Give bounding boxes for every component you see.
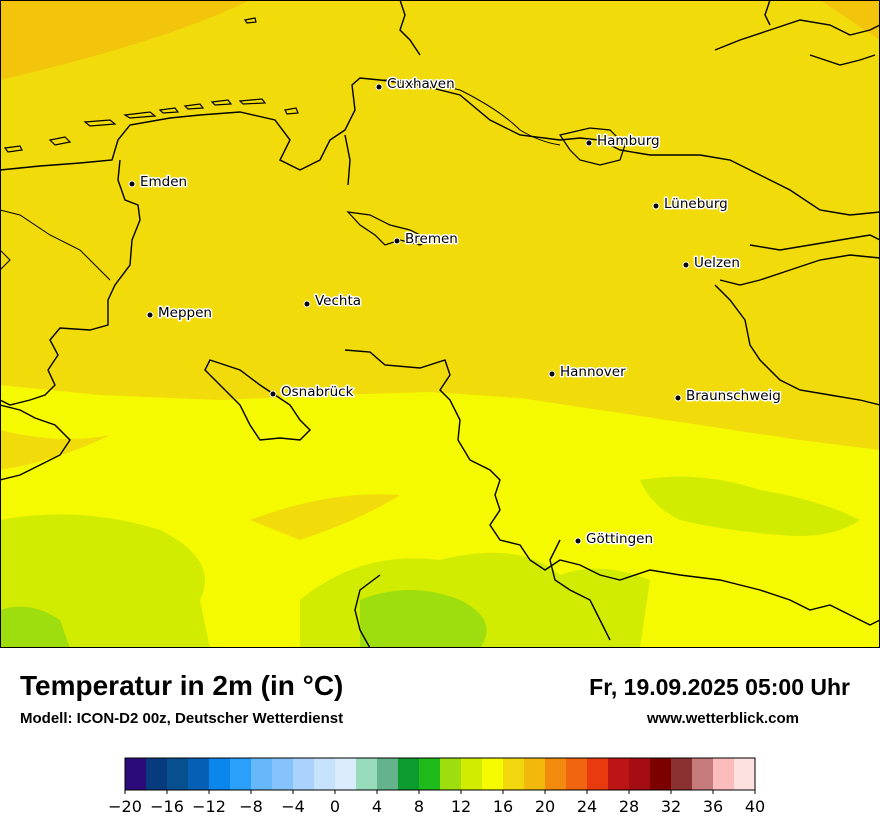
svg-text:Vechta: Vechta (315, 293, 361, 309)
city-bremen: Bremen (393, 230, 459, 249)
city-vechta: Vechta (303, 292, 363, 311)
svg-text:Cuxhaven: Cuxhaven (387, 76, 455, 92)
colorbar-tick-label: 20 (535, 797, 555, 816)
colorbar-tick-label: 40 (745, 797, 765, 816)
colorbar-segment (545, 758, 567, 790)
colorbar-frame (124, 757, 756, 791)
colorbar-segment (734, 758, 756, 790)
coastline-borders (0, 0, 880, 648)
city-braunschweig: Braunschweig (674, 387, 782, 406)
colorbar-segment (335, 758, 357, 790)
website-link[interactable]: www.wetterblick.com (647, 710, 799, 727)
colorbar-segment (629, 758, 651, 790)
svg-text:Bremen: Bremen (405, 231, 458, 247)
city-emden: Emden (128, 173, 189, 192)
svg-text:Emden: Emden (140, 174, 187, 190)
colorbar-segment (125, 758, 147, 790)
colorbar-segment (251, 758, 273, 790)
city-hamburg: Hamburg (585, 132, 661, 151)
colorbar-segment (398, 758, 420, 790)
hamburg-boundary (559, 127, 626, 166)
colorbar-tick-label: −20 (108, 797, 142, 816)
colorbar-tick-label: −12 (192, 797, 226, 816)
svg-text:Meppen: Meppen (158, 305, 212, 321)
colorbar-tick-label: 12 (451, 797, 471, 816)
colorbar-tick-label: 16 (493, 797, 513, 816)
city-osnabrueck: Osnabrück (269, 383, 355, 402)
colorbar-segment (461, 758, 483, 790)
svg-text:Göttingen: Göttingen (586, 531, 653, 547)
city-cuxhaven: Cuxhaven (375, 75, 456, 94)
forecast-datetime: Fr, 19.09.2025 05:00 Uhr (589, 674, 850, 700)
colorbar-segment (146, 758, 168, 790)
colorbar-segment (566, 758, 588, 790)
svg-text:Uelzen: Uelzen (694, 255, 740, 271)
colorbar-segment (419, 758, 441, 790)
temperature-map: Cuxhaven Hamburg Emden Lüneburg Bremen U… (0, 0, 880, 648)
colorbar-tick-label: 32 (661, 797, 681, 816)
colorbar-segment (314, 758, 336, 790)
colorbar-segment (671, 758, 693, 790)
city-lueneburg: Lüneburg (652, 195, 729, 214)
colorbar-segment (692, 758, 714, 790)
city-goettingen: Göttingen (574, 530, 655, 549)
svg-text:Lüneburg: Lüneburg (664, 196, 728, 212)
colorbar-segment (482, 758, 504, 790)
colorbar-segment (524, 758, 546, 790)
colorbar-segment (293, 758, 315, 790)
temperature-field-cool-south (0, 385, 880, 648)
colorbar-tick-label: 36 (703, 797, 723, 816)
city-uelzen: Uelzen (682, 254, 741, 273)
colorbar-legend: −20 −16 −12 −8 −4 0 4 8 12 16 20 24 28 32 36 40 (0, 750, 880, 830)
colorbar-segment (167, 758, 189, 790)
colorbar-segment (356, 758, 378, 790)
colorbar-segment (209, 758, 231, 790)
colorbar-segment (230, 758, 252, 790)
colorbar-tick-label: 24 (577, 797, 597, 816)
map-title: Temperatur in 2m (in °C) (20, 670, 344, 701)
city-meppen: Meppen (146, 304, 213, 323)
colorbar-tick-label: 4 (372, 797, 382, 816)
colorbar-segment (440, 758, 462, 790)
colorbar-segment (713, 758, 735, 790)
temperature-field-warm-patch (0, 0, 250, 80)
svg-text:Hannover: Hannover (560, 364, 626, 380)
colorbar-segment (503, 758, 525, 790)
svg-text:Osnabrück: Osnabrück (281, 384, 354, 400)
city-hannover: Hannover (548, 363, 628, 382)
svg-text:Braunschweig: Braunschweig (686, 388, 781, 404)
colorbar-segment (272, 758, 294, 790)
colorbar-tick-label: −4 (281, 797, 305, 816)
model-info: Modell: ICON-D2 00z, Deutscher Wetterdie… (20, 710, 344, 727)
colorbar-tick-label: 28 (619, 797, 639, 816)
colorbar-tick-label: 0 (330, 797, 340, 816)
colorbar-tick-label: −8 (239, 797, 263, 816)
colorbar-segment (608, 758, 630, 790)
colorbar-tick-label: 8 (414, 797, 424, 816)
svg-text:Hamburg: Hamburg (597, 133, 660, 149)
colorbar-segment (650, 758, 672, 790)
bremen-boundary (346, 211, 432, 246)
colorbar-tick-label: −16 (150, 797, 184, 816)
colorbar-segment (377, 758, 399, 790)
colorbar-segment (587, 758, 609, 790)
colorbar-segment (188, 758, 210, 790)
